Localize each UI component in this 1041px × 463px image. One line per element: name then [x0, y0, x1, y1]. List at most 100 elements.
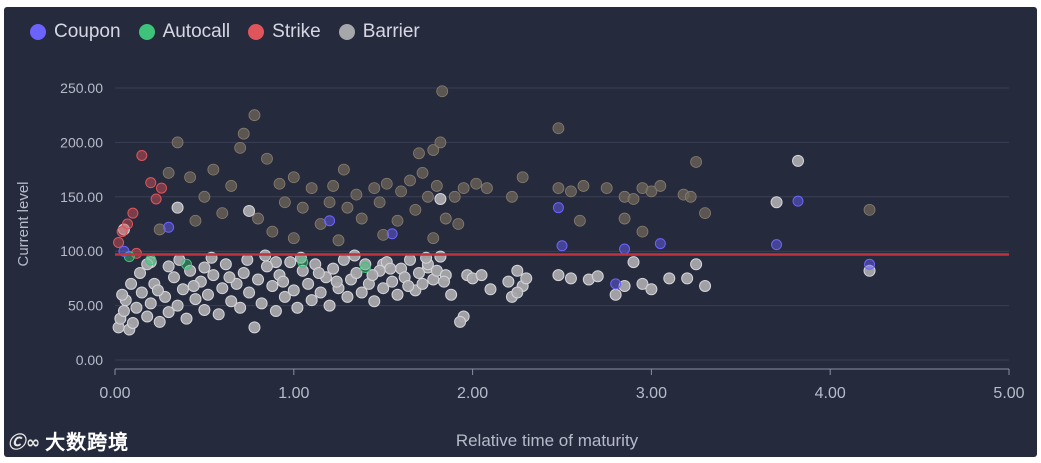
barrier-point — [287, 284, 300, 297]
barrier-point — [434, 192, 447, 205]
barrier-point — [189, 293, 202, 306]
barrier-point — [269, 305, 282, 318]
barrier-point — [225, 295, 238, 308]
faded-point — [636, 225, 649, 238]
barrier-point — [609, 288, 622, 301]
coupon-point — [610, 278, 622, 290]
faded-point — [373, 196, 386, 209]
faded-point — [409, 203, 422, 216]
barrier-point — [645, 283, 658, 296]
barrier-point — [296, 264, 309, 277]
faded-point — [416, 166, 429, 179]
barrier-point — [681, 272, 694, 285]
faded-point — [287, 232, 300, 245]
barrier-point — [212, 308, 225, 321]
barrier-point — [248, 321, 261, 334]
faded-point — [377, 228, 390, 241]
barrier-point — [699, 280, 712, 293]
barrier-point — [636, 277, 649, 290]
faded-point — [305, 182, 318, 194]
chart-panel: 0.00 50.00 100.00 150.00 200.00 250.00 0.00 1.0… — [4, 7, 1037, 457]
barrier-point — [171, 299, 184, 312]
strike-point — [116, 226, 128, 238]
legend-item-strike[interactable]: Strike — [248, 21, 321, 43]
legend-label-coupon: Coupon — [54, 21, 121, 42]
faded-point — [234, 141, 247, 154]
faded-point — [391, 214, 404, 227]
barrier-point — [445, 288, 458, 301]
barrier-point — [134, 266, 147, 279]
barrier-point — [153, 315, 166, 328]
barrier-point — [176, 283, 189, 296]
barrier-point — [144, 297, 157, 310]
barrier-point — [180, 312, 193, 325]
barrier-point — [171, 201, 184, 214]
faded-point — [413, 147, 425, 160]
barrier-point — [552, 269, 565, 282]
barrier-point — [511, 286, 524, 299]
barrier-point — [384, 262, 397, 275]
legend-item-autocall[interactable]: Autocall — [138, 21, 230, 43]
x-tick-label: 2.00 — [457, 385, 488, 402]
barrier-point — [135, 286, 148, 299]
coupon-point — [619, 243, 631, 255]
coupon-point — [552, 202, 564, 214]
faded-point — [481, 182, 493, 194]
faded-point — [421, 190, 434, 203]
coupon-point — [654, 238, 666, 250]
barrier-point — [151, 284, 164, 297]
barrier-point — [126, 317, 139, 330]
barrier-point — [260, 260, 273, 273]
strike-point — [127, 207, 139, 219]
barrier-point — [278, 290, 291, 303]
legend-marker-coupon — [30, 24, 46, 40]
barrier-point — [627, 256, 640, 269]
faded-point — [645, 185, 658, 198]
barrier-point — [184, 264, 197, 277]
barrier-point — [591, 270, 604, 283]
x-axis-title: Relative time of maturity — [456, 431, 639, 450]
barrier-point — [520, 272, 533, 285]
barrier-point — [412, 266, 425, 279]
legend: Coupon Autocall Strike Barrier — [30, 21, 420, 43]
barrier-point — [330, 275, 343, 288]
barrier-point — [243, 204, 256, 217]
barrier-point — [502, 275, 515, 288]
legend-item-barrier[interactable]: Barrier — [338, 21, 420, 43]
faded-point — [216, 207, 229, 220]
faded-point — [430, 180, 443, 192]
faded-point — [153, 223, 166, 236]
barrier-point — [359, 258, 372, 271]
barrier-point — [434, 250, 447, 263]
faded-point — [434, 136, 447, 149]
autocall-point — [359, 262, 371, 274]
barrier-point — [312, 266, 325, 279]
faded-point — [184, 171, 196, 184]
barrier-point — [368, 295, 381, 308]
legend-item-coupon[interactable]: Coupon — [30, 21, 121, 43]
x-tick-label: 0.00 — [99, 385, 130, 402]
barrier-point — [341, 290, 354, 303]
barrier-point — [223, 271, 236, 284]
faded-point — [327, 180, 340, 192]
faded-point — [690, 156, 702, 168]
strike-point — [136, 149, 148, 161]
faded-point — [248, 109, 261, 122]
faded-point — [332, 234, 345, 247]
faded-point — [627, 193, 640, 205]
x-tick-label: 1.00 — [278, 385, 309, 402]
barrier-point — [141, 310, 154, 323]
coupon-point — [324, 215, 336, 227]
barrier-point — [323, 299, 336, 312]
faded-point — [273, 177, 286, 190]
coupon-point — [163, 221, 175, 233]
legend-marker-strike — [248, 24, 265, 40]
barrier-point — [511, 264, 524, 277]
barrier-point — [266, 280, 279, 293]
barrier-point — [305, 294, 318, 307]
barrier-point — [255, 297, 268, 310]
strike-point — [145, 177, 157, 189]
barrier-point — [162, 306, 175, 319]
legend-label-strike: Strike — [272, 21, 321, 42]
faded-point — [577, 180, 590, 192]
